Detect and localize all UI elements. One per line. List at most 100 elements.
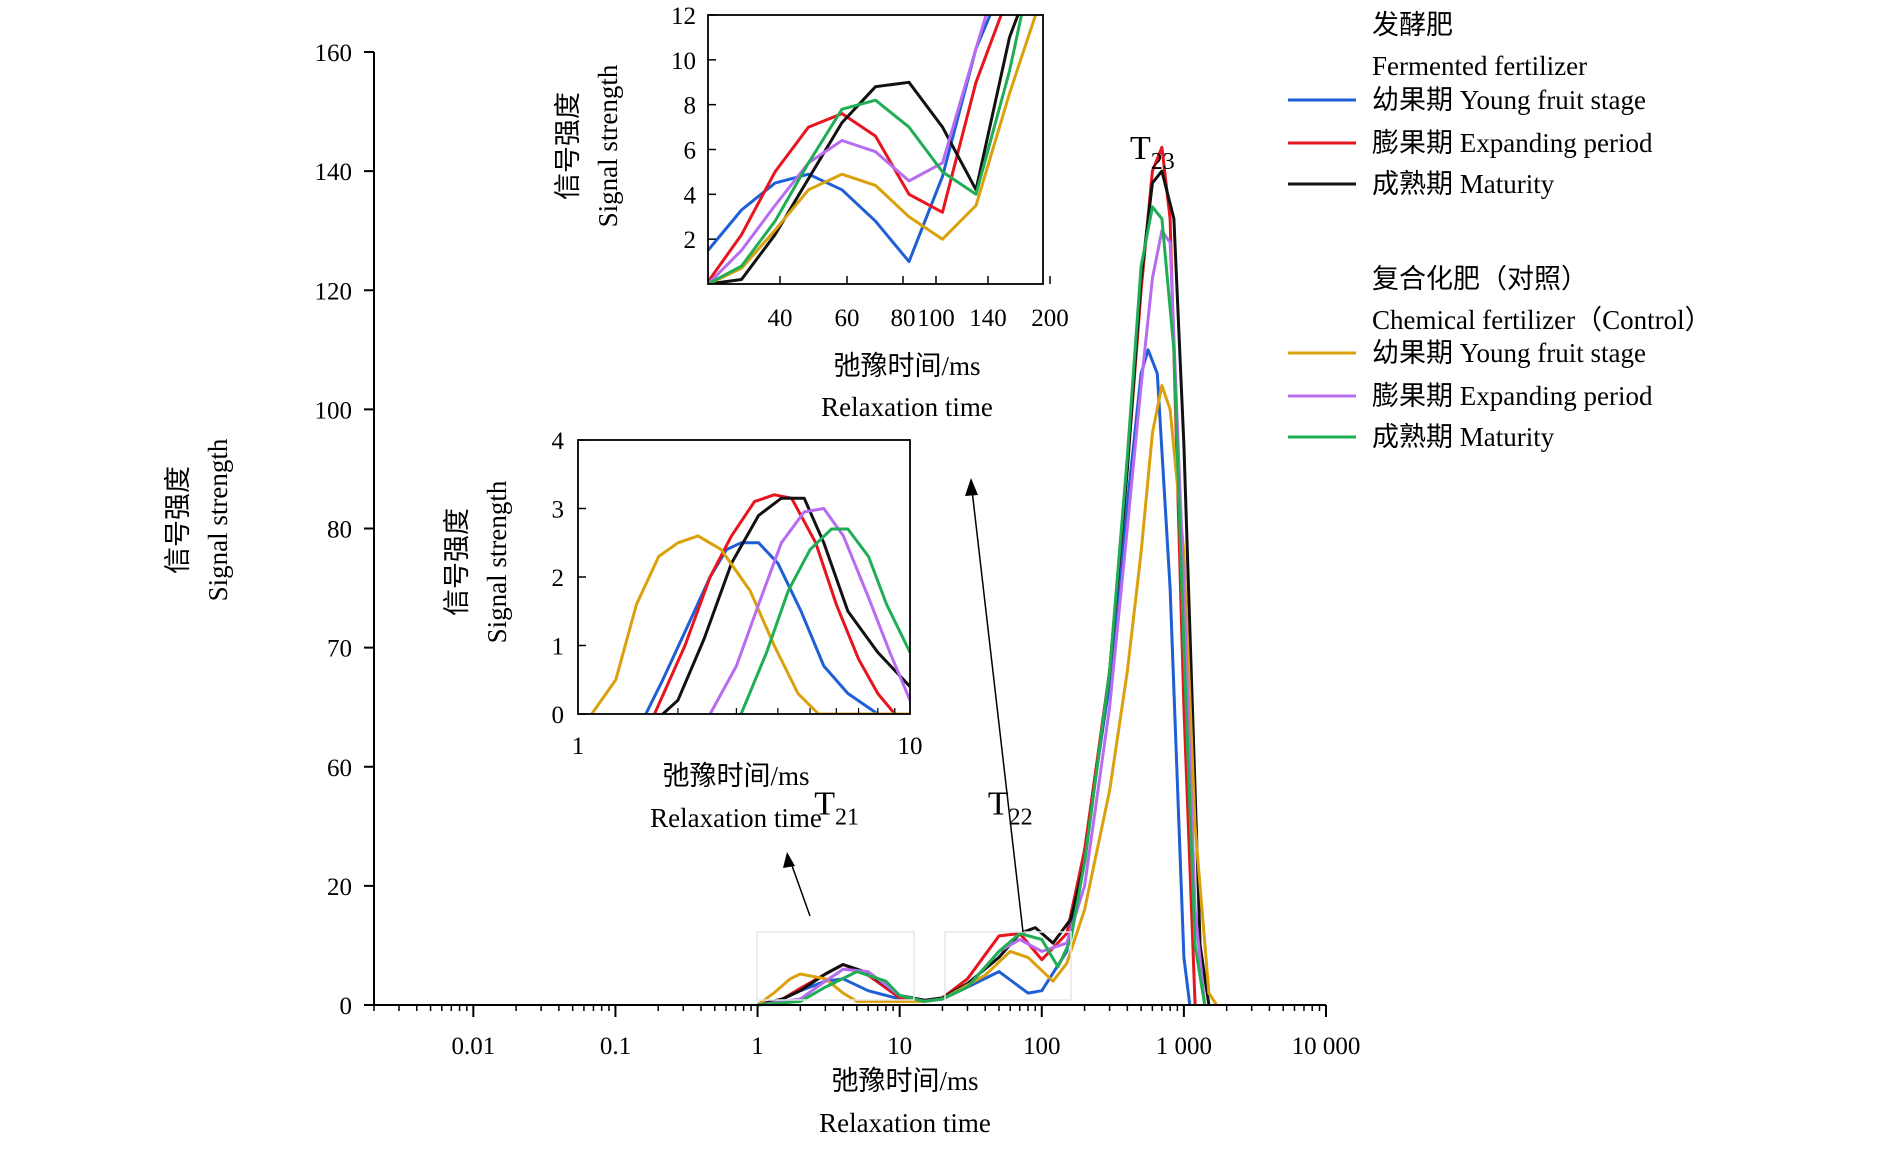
main-y-tick-label: 60 (327, 755, 352, 782)
legend-group-2-title-en: Chemical fertilizer（Control） (1372, 305, 1712, 335)
inset-t21-series-lines (590, 493, 910, 714)
main-y-tick-label: 70 (327, 636, 352, 663)
inset-t21-x-tick-label: 10 (898, 733, 923, 760)
t21-zoom-box (756, 931, 915, 1001)
inset-t22-series-3-line (708, 15, 1038, 284)
legend-item-label: 幼果期 Young fruit stage (1372, 338, 1646, 368)
inset-t21-x-label: 弛豫时间/ms (662, 761, 809, 791)
inset-t22-series-2-line (708, 15, 1020, 284)
inset-t22-x-tick-label: 200 (1031, 305, 1069, 332)
inset-t22-y-tick-label: 10 (671, 48, 696, 75)
inset-t22-x-label: 弛豫时间/ms (833, 351, 980, 381)
main-y-tick-label: 20 (327, 874, 352, 901)
inset-t21-series-5-line (739, 527, 910, 714)
peak-label-sub: 22 (1009, 804, 1033, 830)
main-y-tick-label: 140 (315, 159, 353, 186)
inset-t21-x-tick-label: 1 (572, 733, 585, 760)
legend-item-label: 成熟期 Maturity (1372, 422, 1555, 452)
t21-arrowhead (783, 852, 795, 868)
inset-t22-x-tick-label: 140 (969, 305, 1007, 332)
zoom-indicators (756, 478, 1072, 1001)
legend-item-label: 膨果期 Expanding period (1372, 381, 1653, 411)
peak-label-23: T23 (1130, 130, 1175, 175)
peak-label-sub: 21 (835, 804, 859, 830)
inset-t21-series-4-line (708, 507, 910, 714)
inset-t21-x-label-en: Relaxation time (650, 803, 822, 833)
inset-t21-y-tick-label: 1 (552, 634, 565, 661)
legend-item-label: 成熟期 Maturity (1372, 169, 1555, 199)
main-y-tick-label: 0 (340, 993, 353, 1020)
legend-group-1-title-en: Fermented fertilizer (1372, 51, 1587, 81)
inset-t22-y-tick-label: 6 (684, 138, 697, 165)
main-y-label-en: Signal strength (203, 438, 233, 601)
main-x-tick-label: 100 (1023, 1033, 1061, 1060)
peak-label-21: T21 (814, 785, 859, 830)
peak-label-base: T (1130, 130, 1151, 167)
inset-t22-x-tick-label: 60 (835, 305, 860, 332)
inset-t21-series-2-line (661, 496, 910, 714)
inset-t22-series-1-line (708, 15, 1003, 283)
inset-t22-x-label-en: Relaxation time (821, 392, 993, 422)
t21-pointer-arrow (789, 859, 811, 917)
legend-item-label: 膨果期 Expanding period (1372, 128, 1653, 158)
main-x-label-en: Relaxation time (819, 1108, 991, 1138)
main-y-tick-label: 80 (327, 517, 352, 544)
inset-t21-y-label: 信号强度 (442, 508, 472, 616)
inset-t21-y-tick-label: 4 (552, 428, 565, 455)
inset-t22-series-5-line (708, 15, 1024, 284)
main-y-tick-label: 120 (315, 278, 353, 305)
inset-t22-y-tick-label: 4 (684, 182, 697, 209)
inset-t22-y-tick-label: 2 (684, 227, 697, 254)
main-y-tick-label: 100 (315, 397, 353, 424)
main-series-2-line (757, 169, 1211, 1007)
inset-t22-y-tick-label: 8 (684, 93, 697, 120)
inset-t22-series-lines (708, 15, 1038, 284)
main-x-tick-label: 1 (751, 1033, 764, 1060)
main-x-tick-label: 0.01 (451, 1033, 495, 1060)
peak-label-22: T22 (988, 785, 1033, 830)
peak-label-base: T (814, 785, 835, 822)
inset-t21-y-tick-label: 2 (552, 565, 565, 592)
main-series-3-line (756, 384, 1218, 1007)
inset-t22-x-tick-label: 40 (768, 305, 793, 332)
main-x-tick-label: 1 000 (1156, 1033, 1212, 1060)
inset-t21-y-tick-label: 3 (552, 497, 565, 524)
inset-t21-y-tick-label: 0 (552, 702, 565, 729)
main-y-tick-label: 160 (315, 40, 353, 67)
main-series-0-line (757, 348, 1192, 1007)
main-x-tick-label: 10 (887, 1033, 912, 1060)
inset-t22-series-4-line (708, 15, 988, 284)
main-x-tick-label: 0.1 (600, 1033, 631, 1060)
legend-group-1-title: 发酵肥 (1372, 10, 1453, 40)
peak-label-sub: 23 (1151, 149, 1175, 175)
t22-pointer-arrow (971, 489, 1024, 933)
t22-zoom-box (944, 931, 1072, 1001)
legend-item-label: 幼果期 Young fruit stage (1372, 85, 1646, 115)
inset-t22-chart: 2 4 6 8 10 12 40 60 80 100 140 200 弛豫时间/ms Relaxati… (553, 3, 1069, 422)
legend: 发酵肥 Fermented fertilizer 复合化肥（对照） Chemic… (1288, 10, 1712, 452)
main-y-label: 信号强度 (163, 466, 193, 574)
t22-arrowhead (965, 478, 978, 496)
legend-group-2-title: 复合化肥（对照） (1372, 264, 1588, 294)
inset-t22-y-label-en: Signal strength (593, 64, 623, 227)
inset-t22-series-0-line (708, 15, 992, 264)
main-series-lines (756, 145, 1218, 1007)
inset-t21-series-3-line (590, 534, 910, 714)
inset-t21-y-label-en: Signal strength (482, 480, 512, 643)
inset-t21-series-0-line (644, 541, 879, 714)
inset-t22-y-tick-label: 12 (671, 3, 696, 30)
main-series-1-line (757, 145, 1197, 1007)
inset-t22-x-tick-label: 100 (917, 305, 955, 332)
main-series-5-line (757, 205, 1207, 1007)
main-x-tick-label: 10 000 (1292, 1033, 1361, 1060)
inset-t21-series-1-line (653, 493, 896, 714)
main-x-label: 弛豫时间/ms (831, 1066, 978, 1096)
peak-label-base: T (988, 785, 1009, 822)
inset-t22-y-label: 信号强度 (553, 92, 583, 200)
